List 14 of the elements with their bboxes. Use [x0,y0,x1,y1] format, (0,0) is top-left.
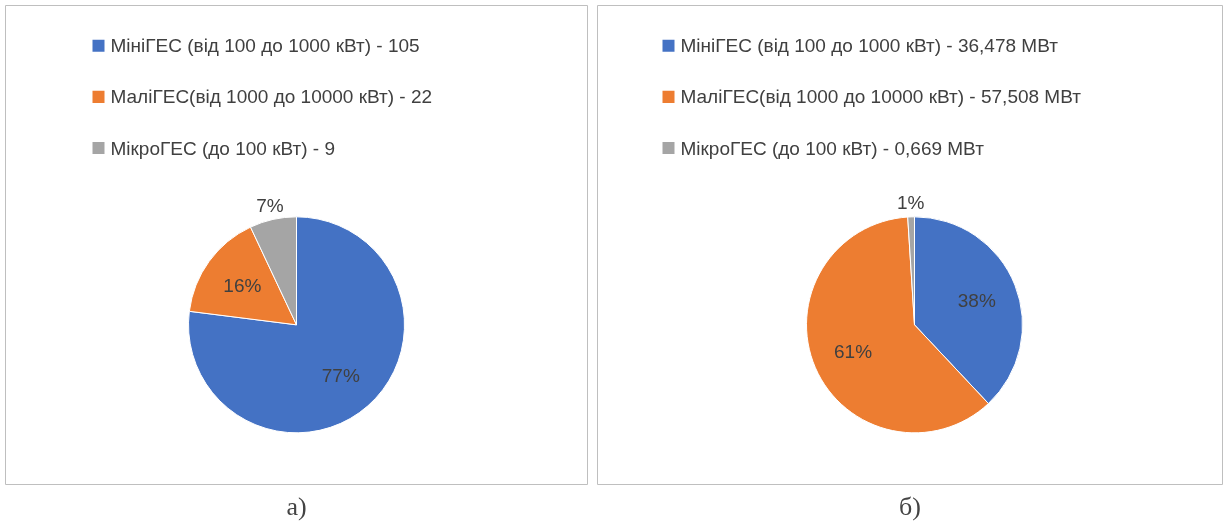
legend-label: МікроГЕС (до 100 кВт) - 9 [110,137,336,159]
legend-label: МініГЕС (від 100 до 1000 кВт) - 36,478 МВт [680,35,1059,57]
data-label: 77% [321,364,360,386]
legend-label: МаліГЕС(від 1000 до 10000 кВт) - 22 [110,86,433,108]
legend-label: МініГЕС (від 100 до 1000 кВт) - 105 [110,35,420,57]
legend-label: МаліГЕС(від 1000 до 10000 кВт) - 57,508 МВт [680,86,1082,108]
text: б) [899,491,921,521]
data-label: 61% [834,341,873,363]
legend-label: МікроГЕС (до 100 кВт) - 0,669 МВт [680,137,985,159]
data-label: 38% [957,289,996,311]
data-label: 7% [256,194,284,216]
text: а) [286,491,307,521]
data-label: 16% [223,274,262,296]
data-label: 1% [896,191,925,213]
